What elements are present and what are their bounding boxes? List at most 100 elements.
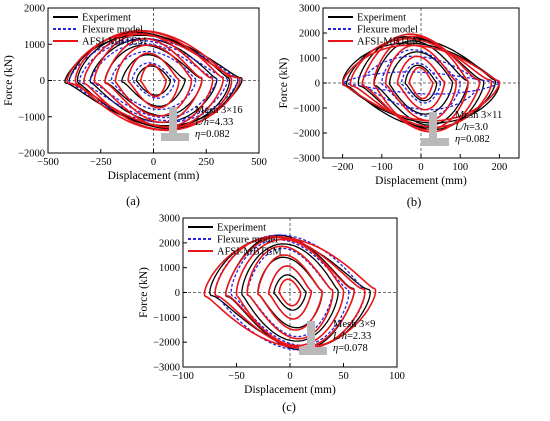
y-tick-label: 0 xyxy=(40,76,45,87)
x-axis-label: Displacement (mm) xyxy=(375,175,467,187)
hysteresis-loop xyxy=(74,29,233,132)
wall-section-icon xyxy=(299,321,327,355)
hysteresis-loop xyxy=(388,51,454,115)
y-tick-label: 3000 xyxy=(159,214,180,225)
x-axis-label: Displacement (mm) xyxy=(108,170,200,182)
hysteresis-loop xyxy=(93,33,214,128)
x-tick-label: 500 xyxy=(251,157,267,168)
y-tick-label: −1000 xyxy=(18,112,45,123)
chart-panel-2: −200 −100 0 100 200−3000−2000−10000100020003… xyxy=(278,4,520,209)
x-tick-label: 100 xyxy=(452,162,468,173)
hysteresis-loop xyxy=(131,62,176,99)
hysteresis-loop xyxy=(408,66,434,100)
y-tick-label: −2000 xyxy=(18,149,45,160)
x-axis-label: Displacement (mm) xyxy=(244,384,336,396)
hysteresis-loop xyxy=(104,37,203,124)
y-axis-label: Force (kN) xyxy=(278,57,290,108)
annotation-mesh: Mesh 3×16 xyxy=(195,105,243,116)
series-flexure-model xyxy=(341,49,501,117)
chart-panel-1: −500 −250 0 250 500 −2000 −1000 0 1000 2000 Displa… xyxy=(3,4,267,209)
panel-label: (b) xyxy=(407,195,422,209)
y-tick-label: 2000 xyxy=(159,238,180,249)
x-tick-label: 250 xyxy=(198,157,214,168)
legend-label: Flexure model xyxy=(357,25,418,36)
y-tick-label: 1000 xyxy=(299,54,320,65)
x-tick-label: −200 xyxy=(332,162,354,173)
y-tick-label: −3000 xyxy=(293,154,320,165)
series-afsi-mbtem xyxy=(341,33,501,133)
annotation-mesh: Mesh 3×11 xyxy=(455,110,502,121)
hysteresis-loop xyxy=(361,55,481,111)
legend-label: Flexure model xyxy=(82,25,143,36)
hysteresis-loop xyxy=(79,39,228,122)
annotation-axial-ratio: η=0.082 xyxy=(195,129,230,140)
hysteresis-loop xyxy=(203,236,377,349)
y-tick-label: −1000 xyxy=(153,313,180,324)
y-tick-label: −1000 xyxy=(293,104,320,115)
hysteresis-loop xyxy=(341,71,501,95)
x-tick-label: −250 xyxy=(90,157,112,168)
y-tick-label: 1000 xyxy=(159,263,180,274)
hysteresis-loop xyxy=(381,49,461,117)
legend-label: Experiment xyxy=(357,13,406,24)
hysteresis-loop xyxy=(278,278,302,307)
wall-section-icon xyxy=(421,112,449,146)
x-tick-label: 50 xyxy=(338,371,349,382)
panel-label: (a) xyxy=(126,194,140,208)
hysteresis-loop xyxy=(396,55,446,111)
hysteresis-loop xyxy=(66,33,241,128)
annotation-aspect-ratio: L/h=2.33 xyxy=(332,331,371,342)
hysteresis-loop xyxy=(127,52,180,109)
hysteresis-loop xyxy=(349,37,493,129)
x-tick-label: 200 xyxy=(492,162,508,173)
legend-label: AFSI-MBTEM xyxy=(357,37,422,48)
y-axis-label: Force (kN) xyxy=(3,55,15,106)
hysteresis-loop xyxy=(257,254,323,331)
x-tick-label: −50 xyxy=(228,371,244,382)
legend-label: Flexure model xyxy=(217,235,278,246)
hysteresis-loop xyxy=(267,265,313,320)
hysteresis-loop xyxy=(273,274,307,311)
hysteresis-loop xyxy=(64,34,243,127)
legend-label: AFSI-MBTEM xyxy=(82,37,147,48)
annotation-axial-ratio: η=0.078 xyxy=(333,343,368,354)
y-tick-label: −2000 xyxy=(293,129,320,140)
hysteresis-loop xyxy=(139,63,168,98)
annotation-mesh: Mesh 3×9 xyxy=(333,319,375,330)
hysteresis-loop xyxy=(83,30,224,131)
plot-area xyxy=(341,33,501,133)
y-tick-label: −2000 xyxy=(153,338,180,349)
series-flexure-model xyxy=(68,37,239,124)
legend-label: AFSI-MBTEM xyxy=(217,247,282,258)
y-tick-label: 0 xyxy=(175,288,180,299)
x-tick-label: 100 xyxy=(389,371,405,382)
panel-label: (c) xyxy=(282,400,296,414)
hysteresis-loop xyxy=(110,50,197,111)
y-tick-label: 0 xyxy=(315,79,320,90)
hysteresis-loop xyxy=(68,37,239,124)
x-tick-label: −500 xyxy=(37,157,59,168)
x-tick-label: 0 xyxy=(418,162,423,173)
annotation-aspect-ratio: L/h=4.33 xyxy=(194,117,233,128)
x-tick-label: −100 xyxy=(172,371,194,382)
series-afsi-mbtem xyxy=(203,235,377,350)
x-tick-label: 0 xyxy=(151,157,156,168)
hysteresis-loop xyxy=(224,236,356,349)
hysteresis-loop xyxy=(400,62,442,104)
y-tick-label: 2000 xyxy=(24,4,45,15)
legend-label: Experiment xyxy=(217,223,266,234)
annotation-aspect-ratio: L/h=3.0 xyxy=(454,122,488,133)
y-axis-label: Force (kN) xyxy=(138,267,150,318)
y-tick-label: −3000 xyxy=(153,363,180,374)
chart-panel-3: −100 −50 0 50 100 −3000 −2000 −1000 0 1000 2000 300… xyxy=(138,214,405,415)
y-tick-label: 3000 xyxy=(299,4,320,15)
x-tick-label: 0 xyxy=(287,371,292,382)
wall-section-icon xyxy=(161,107,189,141)
legend-label: Experiment xyxy=(82,13,131,24)
y-tick-label: 1000 xyxy=(24,40,45,51)
x-tick-label: −100 xyxy=(371,162,393,173)
